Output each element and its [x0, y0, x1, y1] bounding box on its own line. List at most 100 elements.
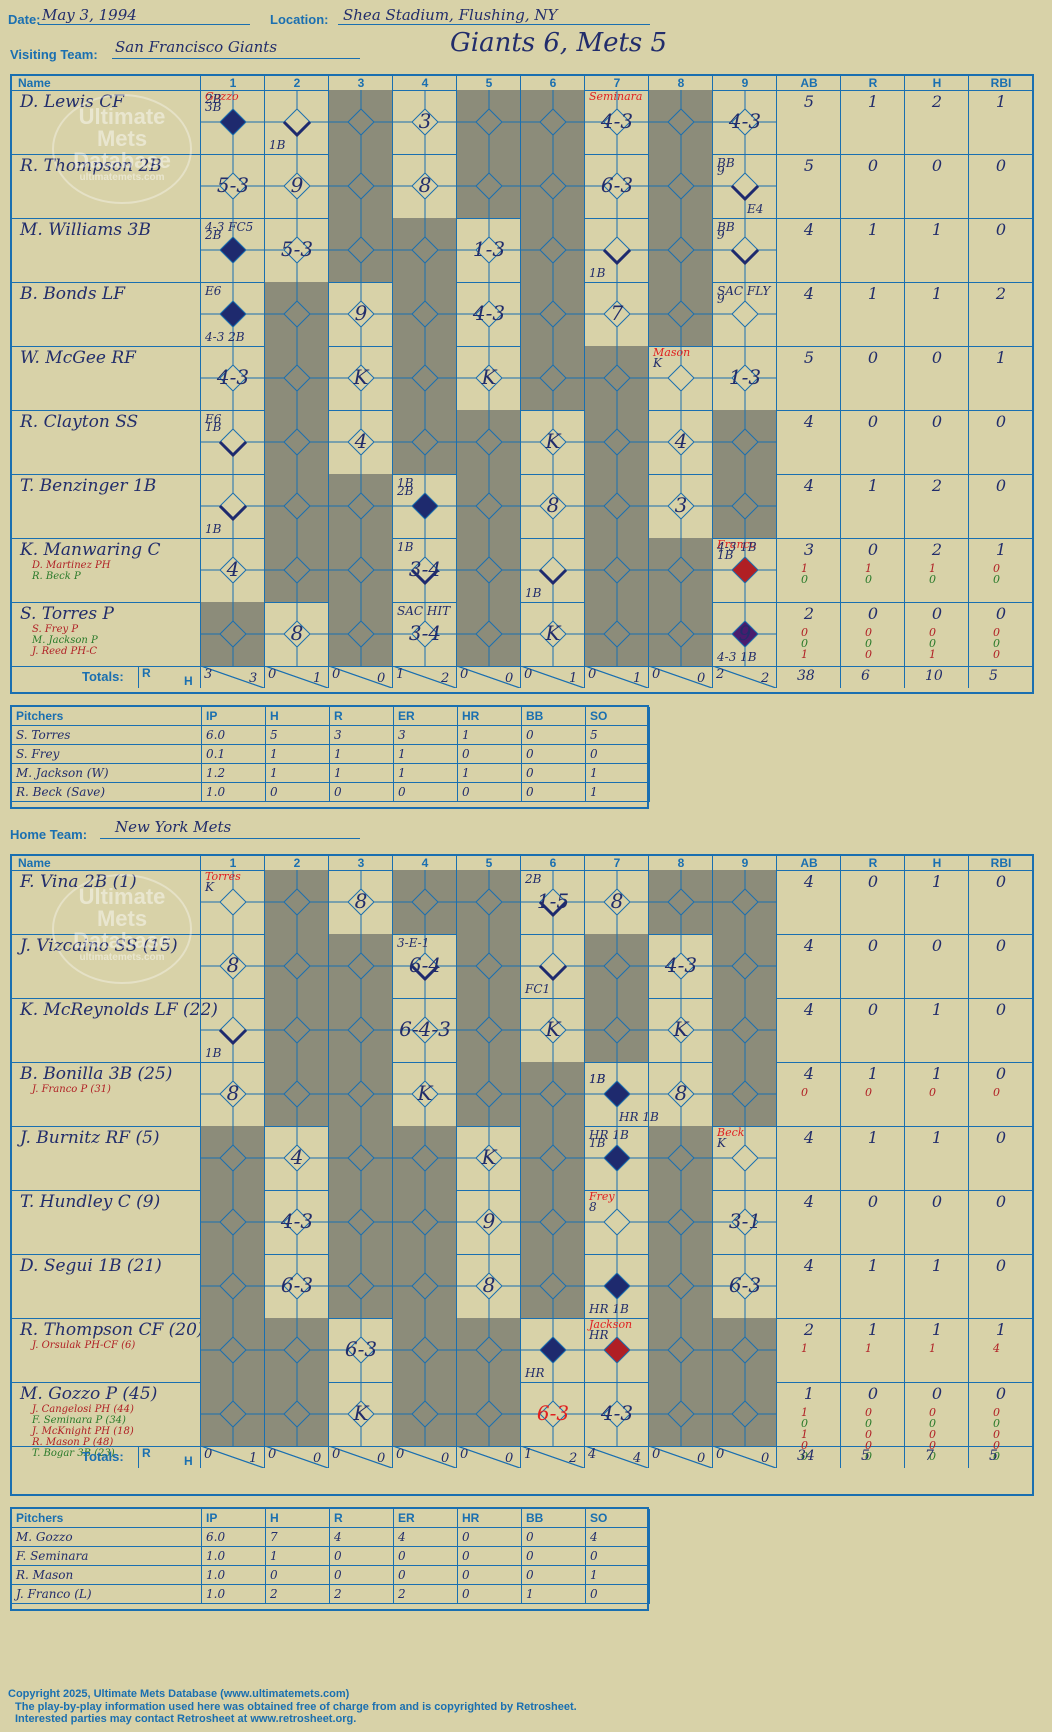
diamond-icon: [201, 154, 265, 218]
inning-cell: 3-4 1B: [392, 538, 457, 602]
pitching-cell: 6.0: [202, 1528, 266, 1547]
play-notation: 6-3: [728, 1273, 762, 1297]
inning-cell: 9: [456, 1190, 521, 1254]
pitching-header-cell: HR: [458, 1509, 522, 1528]
stat-cell-h: 1: [904, 1254, 968, 1318]
inning-cell: [200, 1126, 265, 1190]
column-header-inning: 6: [520, 76, 585, 90]
stat-cell-ab: 5: [776, 346, 840, 410]
inning-cell: [520, 1190, 585, 1254]
inning-cell: 7: [584, 282, 649, 346]
substitute-stat-rbi: 0: [993, 626, 1000, 639]
diamond-icon: [649, 282, 713, 346]
stat-value-h: 2: [931, 92, 943, 111]
diamond-icon: [201, 934, 265, 998]
stat-cell-r: 1: [840, 90, 904, 154]
batter-row: S. Torres P S. Frey P M. Jackson P J. Reed …: [12, 602, 1032, 667]
pitching-cell: 0.1: [202, 745, 266, 764]
stat-value-h: 2: [931, 476, 943, 495]
diamond-icon: [457, 1254, 521, 1318]
substitute-stat-r: 0: [865, 648, 872, 661]
inning-cell: [328, 934, 393, 998]
play-notation: 1B: [589, 1072, 606, 1086]
inning-cell: 1B: [200, 998, 265, 1062]
stat-value-ab: 5: [803, 348, 815, 367]
stat-cell-ab: 4: [776, 1254, 840, 1318]
stat-cell-h: 0: [904, 1190, 968, 1254]
pitching-cell: 1: [586, 764, 650, 783]
diamond-icon: [393, 282, 457, 346]
inning-cell: [456, 538, 521, 602]
play-notation: 3-1: [728, 1209, 762, 1233]
diamond-icon: [713, 934, 777, 998]
column-header-inning: 4: [392, 76, 457, 90]
stat-cell-r: 1: [840, 218, 904, 282]
stat-cell-rbi: 1: [968, 90, 1032, 154]
inning-cell: 1-5 2B: [520, 870, 585, 934]
total-cell-h: 10: [904, 666, 968, 688]
stat-value-ab: 4: [803, 1192, 815, 1211]
total-value-ab: 38: [797, 668, 815, 684]
diamond-icon: [201, 1382, 265, 1446]
diamond-icon: [265, 602, 329, 666]
inning-cell: K: [648, 998, 713, 1062]
inning-cell: [264, 1382, 329, 1446]
stat-cell-ab: 4: [776, 998, 840, 1062]
play-notation: 4-3 2B: [205, 330, 245, 344]
inning-hits: 2: [569, 1451, 578, 1466]
total-value-rbi: 5: [989, 1448, 998, 1464]
stat-value-r: 0: [867, 936, 879, 955]
diamond-icon: [649, 346, 713, 410]
stat-value-h: 0: [931, 1384, 943, 1403]
play-notation: 4-3: [600, 1401, 634, 1425]
play-notation: 2B: [397, 484, 414, 498]
stat-value-r: 1: [867, 220, 879, 239]
inning-cell: 3: [392, 90, 457, 154]
play-notation: 3: [418, 109, 432, 133]
stat-value-h: 1: [931, 1320, 943, 1339]
play-notation: 9: [738, 621, 752, 645]
diamond-icon: [393, 1382, 457, 1446]
stat-cell-h: 0: [904, 410, 968, 474]
diamond-icon: [201, 1254, 265, 1318]
footer-contact: Interested parties may contact Retroshee…: [15, 1713, 357, 1725]
substitute-stat-r: 0: [865, 1450, 872, 1463]
inning-cell: [264, 282, 329, 346]
inning-cell: [584, 602, 649, 666]
pitching-cell: 5: [586, 726, 650, 745]
stat-cell-ab: 4: [776, 1126, 840, 1190]
play-notation: 1-3: [472, 237, 506, 261]
pitching-cell: M. Jackson (W): [12, 764, 202, 783]
play-notation: 1B: [589, 266, 606, 280]
inning-cell: 6-3: [520, 1382, 585, 1446]
diamond-icon: [457, 1062, 521, 1126]
stat-value-ab: 4: [803, 1256, 815, 1275]
batter-name: K. McReynolds LF (22): [20, 1000, 218, 1020]
inning-runs: 1: [396, 667, 405, 682]
pitching-header-cell: R: [330, 1509, 394, 1528]
stat-value-ab: 4: [803, 1064, 815, 1083]
stat-value-rbi: 0: [995, 476, 1007, 495]
stat-cell-rbi: 0: [968, 998, 1032, 1062]
stat-value-h: 0: [931, 156, 943, 175]
pitching-cell: 6.0: [202, 726, 266, 745]
stat-value-rbi: 0: [995, 872, 1007, 891]
inning-cell: [648, 90, 713, 154]
substitute-stat-rbi: 0: [993, 637, 1000, 650]
inning-cell: 6-3: [328, 1318, 393, 1382]
substitute-stat-rbi: 0: [993, 1086, 1000, 1099]
pitching-cell: 1: [266, 745, 330, 764]
pitching-header-cell: Pitchers: [12, 707, 202, 726]
diamond-icon: [329, 1254, 393, 1318]
inning-cell: [584, 410, 649, 474]
inning-runs: 0: [652, 667, 661, 682]
inning-cell: [712, 870, 777, 934]
stat-cell-rbi: 0: [968, 1190, 1032, 1254]
inning-cell: HR 1B: [584, 1254, 649, 1318]
inning-cell: [712, 410, 777, 474]
inning-cell: HR: [520, 1318, 585, 1382]
inning-cell: [264, 474, 329, 538]
